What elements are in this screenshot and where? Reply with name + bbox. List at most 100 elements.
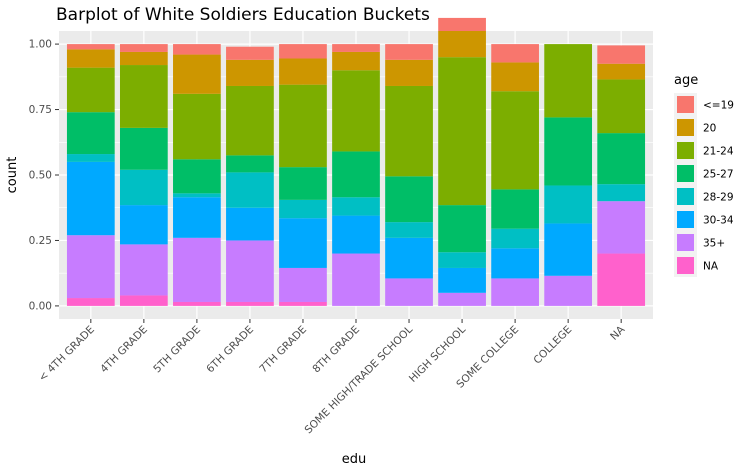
bar-segment [544, 275, 593, 306]
bar-segment [438, 252, 486, 268]
bar-segment [279, 301, 327, 306]
x-tick-label: 5TH GRADE [151, 324, 203, 376]
bar-segment [332, 253, 380, 306]
bar-segment [385, 44, 433, 60]
bar-segment [66, 298, 115, 306]
bar-segment [66, 44, 115, 50]
y-tick-label: 0.00 [29, 300, 52, 312]
bar-segment [119, 127, 168, 170]
bar-segment [385, 237, 433, 279]
x-tick-label: 8TH GRADE [310, 324, 362, 376]
bar-segment [385, 59, 433, 86]
bar-segment [119, 51, 168, 66]
bar-segment [279, 167, 327, 200]
bar-segment [597, 201, 646, 254]
x-axis: < 4TH GRADE 4TH GRADE 5TH GRADE 6TH GRADE 7T… [37, 319, 628, 436]
legend-label: 30-34 [703, 215, 734, 227]
bar-segment [226, 172, 274, 208]
bar-segment [119, 295, 168, 306]
bar-segment [544, 223, 593, 276]
legend-title: age [674, 73, 698, 88]
x-tick-label: NA [608, 323, 628, 343]
bar-segment [173, 197, 221, 238]
bar-segment [279, 84, 327, 168]
bar-segment [491, 248, 539, 279]
bar-segment [173, 237, 221, 302]
bar-segment [66, 235, 115, 299]
bar-segment [597, 253, 646, 306]
legend-swatch [677, 119, 694, 136]
bar-segment [385, 222, 433, 238]
bar-segment [491, 228, 539, 249]
legend-label: NA [703, 261, 719, 273]
bar-segment [332, 70, 380, 152]
legend-swatch [677, 234, 694, 251]
x-tick-label: 7TH GRADE [257, 324, 309, 376]
bar-segment [226, 85, 274, 156]
bar-segment [597, 79, 646, 134]
bar-segment [438, 292, 486, 306]
bar-segment [597, 45, 646, 64]
y-axis-title: count [5, 157, 20, 194]
bar-segment [491, 278, 539, 306]
bar-segment [332, 215, 380, 254]
bar-segment [173, 193, 221, 198]
bar-segment [119, 244, 168, 296]
bar-segment [226, 46, 274, 60]
y-tick-label: 0.50 [29, 170, 52, 182]
bar-segment [226, 155, 274, 173]
bar-segment [279, 267, 327, 302]
legend-swatch [677, 257, 694, 274]
bar-segment [173, 54, 221, 94]
legend-swatch [677, 211, 694, 228]
bar-segment [279, 218, 327, 268]
y-tick-label: 0.75 [29, 104, 52, 116]
bar-segment [279, 58, 327, 85]
bar-segment [385, 85, 433, 177]
bar-segment [332, 51, 380, 71]
legend: age <=19 20 21-24 25-27 28-29 30-34 35+ NA [674, 73, 734, 277]
x-axis-title: edu [342, 452, 367, 467]
bar-segment [226, 240, 274, 302]
bar-segment [119, 205, 168, 245]
legend-label: 28-29 [703, 192, 734, 204]
bar-segment [438, 17, 486, 31]
bar-segment [491, 189, 539, 229]
y-tick-label: 0.25 [29, 235, 52, 247]
bar-segment [173, 159, 221, 194]
bar-segment [119, 44, 168, 52]
bar-segment [438, 31, 486, 58]
x-tick-label: 4TH GRADE [98, 324, 150, 376]
bar-segment [119, 65, 168, 128]
bars [66, 17, 646, 306]
x-tick-label: 6TH GRADE [204, 324, 256, 376]
bar-segment [544, 117, 593, 186]
x-tick-label: HIGH SCHOOL [407, 324, 468, 385]
bar-segment [279, 199, 327, 219]
bar-segment [438, 205, 486, 253]
x-tick-label: < 4TH GRADE [37, 324, 97, 384]
bar-segment [491, 62, 539, 92]
bar-segment [226, 207, 274, 241]
bar-segment [66, 67, 115, 113]
bar-segment [491, 44, 539, 63]
x-tick-label: COLLEGE [531, 324, 574, 367]
bar-segment [66, 49, 115, 68]
legend-label: 21-24 [703, 146, 734, 158]
bar-segment [332, 151, 380, 198]
bar-segment [119, 169, 168, 206]
y-axis: 0.00 0.25 0.50 0.75 1.00 [29, 39, 59, 312]
bar-segment [597, 63, 646, 80]
y-tick-label: 1.00 [29, 39, 52, 51]
bar-segment [597, 184, 646, 202]
legend-swatch [677, 188, 694, 205]
bar-segment [438, 267, 486, 293]
bar-segment [226, 301, 274, 306]
bar-segment [173, 44, 221, 55]
legend-label: 25-27 [703, 169, 734, 181]
bar-segment [66, 154, 115, 162]
bar-segment [597, 133, 646, 185]
bar-segment [226, 59, 274, 86]
bar-segment [332, 44, 380, 52]
